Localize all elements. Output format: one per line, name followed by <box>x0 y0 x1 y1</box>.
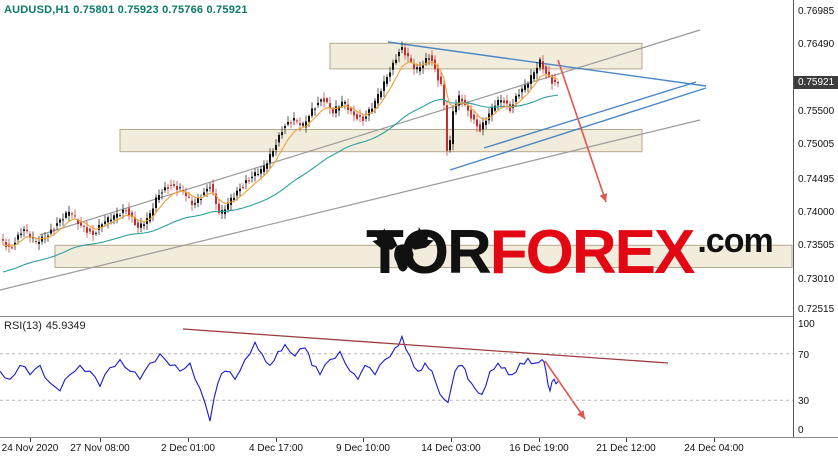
price-axis-label: 0.74000 <box>798 207 835 218</box>
rsi-indicator-label: RSI(13) 45.9349 <box>4 320 86 332</box>
price-scale-separator <box>793 0 794 437</box>
time-axis-tick <box>363 438 364 442</box>
panel-separator[interactable] <box>0 316 838 317</box>
time-axis-tick <box>626 438 627 442</box>
rsi-value: 45.9349 <box>45 320 86 332</box>
forecast-arrow-head <box>599 193 608 202</box>
time-axis-label: 14 Dec 03:00 <box>421 443 481 454</box>
price-axis-label: 0.72515 <box>798 304 835 315</box>
forecast-arrow <box>544 360 586 420</box>
current-price-badge: 0.75921 <box>794 76 838 89</box>
time-axis-tick <box>276 438 277 442</box>
price-axis: 0.76985 0.76490 0.75500 0.75005 0.74495 0.740… <box>794 0 838 316</box>
trendline <box>387 41 707 87</box>
price-axis-label: 0.76490 <box>798 39 835 50</box>
rsi-axis-label: 70 <box>798 350 810 361</box>
trendline <box>0 119 701 291</box>
trendline <box>39 29 701 236</box>
time-axis-tick <box>451 438 452 442</box>
price-axis-label: 0.75005 <box>798 139 835 150</box>
rsi-chart-canvas[interactable] <box>0 317 793 437</box>
price-axis-label: 0.73010 <box>798 274 835 285</box>
rsi-line <box>0 334 559 422</box>
forecast-arrow <box>557 59 607 203</box>
zone-rectangle <box>54 244 793 269</box>
rsi-axis-label: 0 <box>798 425 804 436</box>
right-axis-column: 0.76985 0.76490 0.75500 0.75005 0.74495 0.740… <box>794 0 838 437</box>
price-axis-label: 0.75500 <box>798 106 835 117</box>
time-axis-label: 16 Dec 19:00 <box>509 443 569 454</box>
price-axis-label: 0.73505 <box>798 240 835 251</box>
time-axis-tick <box>714 438 715 442</box>
trendline <box>449 87 707 171</box>
price-chart-canvas[interactable] <box>0 0 793 316</box>
time-axis-label: 2 Dec 01:00 <box>161 443 215 454</box>
time-axis-label: 4 Dec 17:00 <box>249 443 303 454</box>
rsi-axis-label: 100 <box>798 319 815 330</box>
time-axis: 24 Nov 2020 27 Nov 08:00 2 Dec 01:00 4 Dec … <box>0 438 793 458</box>
symbol-ohlc-label: AUDUSD,H1 0.75801 0.75923 0.75766 0.7592… <box>4 4 248 16</box>
price-chart-panel[interactable]: AUDUSD,H1 0.75801 0.75923 0.75766 0.7592… <box>0 0 793 316</box>
time-axis-label: 27 Nov 08:00 <box>70 443 130 454</box>
time-axis-tick <box>188 438 189 442</box>
price-axis-label: 0.74495 <box>798 174 835 185</box>
trendline <box>483 81 697 149</box>
time-axis-label: 21 Dec 12:00 <box>596 443 656 454</box>
forecast-arrow-head <box>577 410 585 419</box>
rsi-axis-label: 30 <box>798 396 810 407</box>
time-axis-tick <box>30 438 31 442</box>
time-axis-tick <box>100 438 101 442</box>
time-axis-tick <box>539 438 540 442</box>
trendlines <box>0 29 707 291</box>
slow-ma-line <box>2 94 559 273</box>
time-axis-label: 24 Nov 2020 <box>1 443 59 454</box>
axis-separator <box>0 437 838 438</box>
supply-demand-zones <box>54 42 793 269</box>
rsi-panel[interactable]: RSI(13) 45.9349 <box>0 317 793 437</box>
time-axis-label: 9 Dec 10:00 <box>336 443 390 454</box>
rsi-trendline <box>182 328 669 364</box>
zone-rectangle <box>119 129 643 153</box>
rsi-name: RSI(13) <box>4 320 42 332</box>
rsi-axis: 100 70 30 0 <box>794 319 838 437</box>
price-axis-label: 0.76985 <box>798 6 835 17</box>
fast-ma-line <box>2 61 559 247</box>
time-axis-label: 24 Dec 04:00 <box>684 443 744 454</box>
